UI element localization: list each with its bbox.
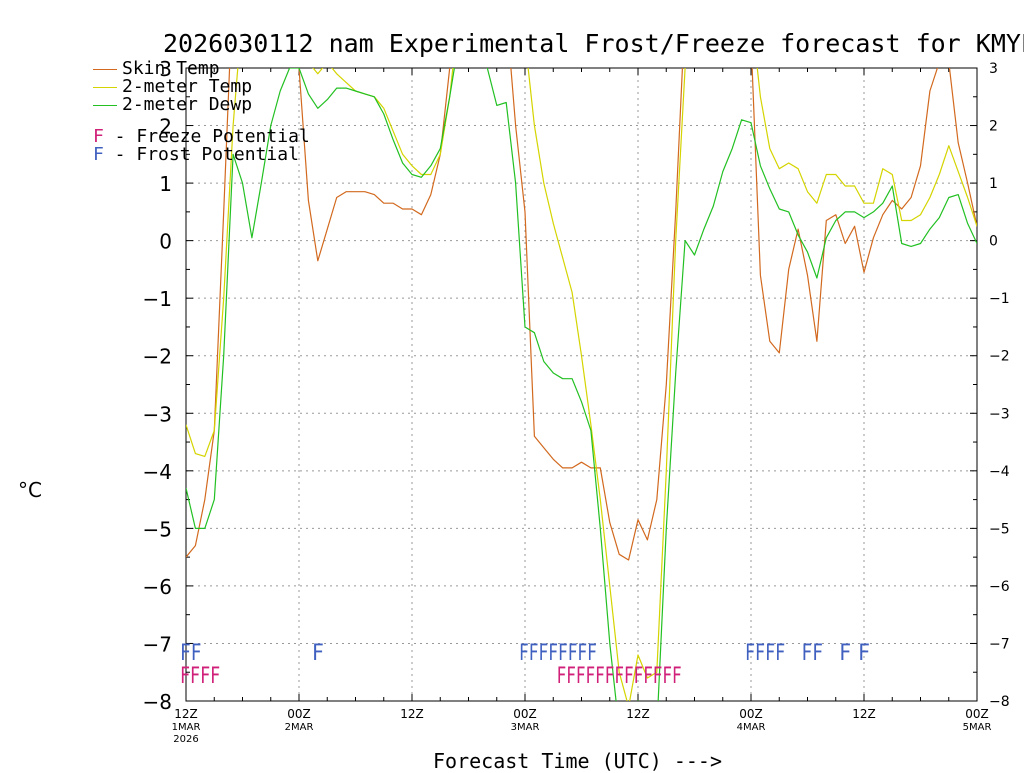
series-lines [186, 68, 977, 701]
legend-swatch [93, 69, 117, 70]
legend-letter-entry: F - Freeze Potential [93, 128, 310, 146]
legend-label: - Freeze Potential [103, 126, 310, 147]
y-tick-label-right: −2 [989, 349, 1010, 365]
x-tick-label: 00Z [739, 707, 763, 721]
x-tick-date: 1MAR [172, 722, 201, 733]
y-tick-label-right: −8 [989, 694, 1010, 710]
y-axis-label: °C [18, 478, 42, 502]
x-tick-date: 2MAR [285, 722, 314, 733]
legend-label: 2-meter Temp [122, 76, 253, 97]
x-tick-year: 2026 [173, 734, 198, 745]
frost-flag-group: FF [802, 641, 823, 666]
frost-flag-group: FF [180, 641, 201, 666]
y-tick-label-right: −4 [989, 464, 1010, 480]
y-tick-label-left: 0 [159, 230, 172, 254]
x-axis-title: Forecast Time (UTC) ---> [433, 749, 722, 773]
plot-frame [185, 67, 978, 702]
y-tick-label-right: 1 [989, 176, 998, 192]
x-tick-date: 5MAR [963, 722, 992, 733]
y-tick-label-left: −8 [143, 690, 172, 714]
y-tick-label-left: −2 [143, 345, 172, 369]
y-tick-label-left: −7 [143, 632, 172, 656]
x-tick-label: 12Z [626, 707, 650, 721]
y-tick-label-left: −1 [143, 287, 172, 311]
y-tick-label-right: −1 [989, 291, 1010, 307]
title-text: 2026030112 nam Experimental Frost/Freeze… [163, 29, 1024, 58]
x-tick-label: 12Z [174, 707, 198, 721]
x-tick-label: 12Z [852, 707, 876, 721]
freeze-flag-group: FFFF [180, 664, 220, 689]
legend-label: Skin Temp [122, 58, 220, 79]
freeze-flag-group: FFFFFFFFFFFFF [557, 664, 682, 689]
x-tick-label: 00Z [287, 707, 311, 721]
y-tick-label-right: −6 [989, 579, 1010, 595]
y-tick-label-left: 2 [159, 115, 172, 139]
legend-label: - Frost Potential [103, 144, 299, 165]
grid-lines [186, 68, 977, 701]
y-tick-label-right: −3 [989, 406, 1010, 422]
potential-flags: FF F FFFFFFFF FFFF FF F FFFFF FFFFFFFFFFFFF [180, 641, 870, 689]
legend-label: 2-meter Dewp [122, 94, 253, 115]
legend-letter-entry: F - Frost Potential [93, 146, 299, 164]
series-2-meter-dewp [186, 68, 977, 701]
y-tick-label-right: 0 [989, 234, 998, 250]
y-tick-label-left: −6 [143, 575, 172, 599]
frost-flag-group: F [839, 641, 851, 666]
legend-letter: F [93, 144, 104, 165]
y-tick-label-right: −5 [989, 521, 1010, 537]
frost-flag-group: F [312, 641, 324, 666]
legend-letter: F [93, 126, 104, 147]
y-tick-label-right: 2 [989, 119, 998, 135]
y-tick-label-left: −3 [143, 402, 172, 426]
x-tick-date: 3MAR [511, 722, 540, 733]
y-tick-label-right: 3 [989, 61, 998, 77]
series-2-meter-temp [186, 68, 977, 701]
y-tick-label-left: 1 [159, 172, 172, 196]
y-tick-label-right: −7 [989, 636, 1010, 652]
legend-swatch [93, 87, 117, 88]
y-axis: −8 −8 −7 −7 −6 −6 −5 −5 −4 −4 −3 −3 −2 −2 −1 −1 0 0 1 1 2 2 3 3 [143, 57, 1010, 714]
x-tick-date: 4MAR [737, 722, 766, 733]
frost-flag-group: FFFFFFFF [519, 641, 597, 666]
x-tick-label: 00Z [965, 707, 989, 721]
x-tick-label: 12Z [400, 707, 424, 721]
y-tick-label-left: −5 [143, 517, 172, 541]
x-tick-label: 00Z [513, 707, 537, 721]
legend-swatch [93, 105, 117, 106]
y-axis-unit: °C [18, 478, 42, 502]
y-tick-label-left: −4 [143, 460, 172, 484]
y-tick-label-left: 3 [159, 57, 172, 81]
series-skin-temp [186, 68, 977, 561]
frost-flag-group: F [858, 641, 870, 666]
frost-flag-group: FFFF [745, 641, 785, 666]
